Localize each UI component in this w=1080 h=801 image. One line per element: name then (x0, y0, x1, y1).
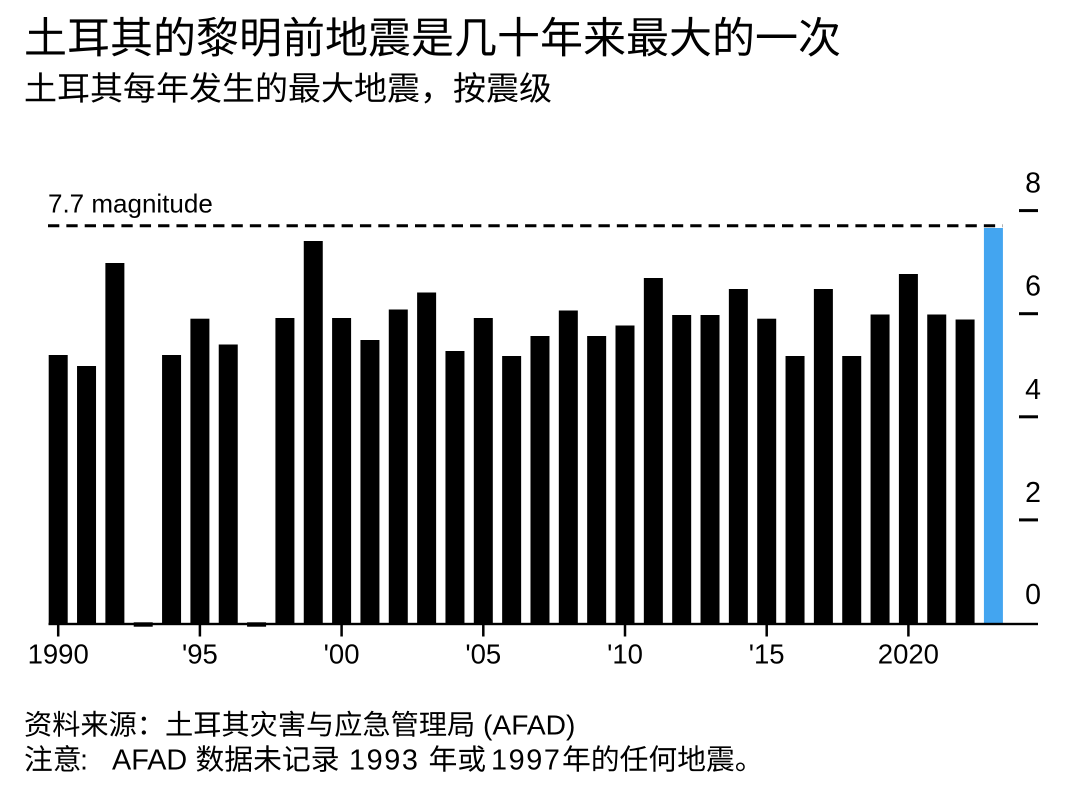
svg-text:6: 6 (1025, 271, 1041, 303)
svg-text:1990: 1990 (28, 639, 89, 670)
svg-text:2: 2 (1025, 477, 1041, 509)
svg-text:7.7 magnitude: 7.7 magnitude (48, 189, 213, 219)
svg-text:0: 0 (1025, 579, 1041, 611)
svg-text:2020: 2020 (878, 639, 939, 670)
svg-text:1993: 1993 (349, 745, 419, 777)
svg-text:'95: '95 (182, 639, 218, 670)
svg-text:'00: '00 (324, 639, 360, 670)
svg-text:AFAD: AFAD (112, 745, 187, 777)
svg-text:(AFAD): (AFAD) (475, 709, 575, 741)
svg-text:'15: '15 (749, 639, 785, 670)
svg-text:4: 4 (1025, 374, 1041, 406)
svg-text:'10: '10 (607, 639, 643, 670)
svg-text:'05: '05 (465, 639, 501, 670)
svg-text:8: 8 (1025, 168, 1041, 200)
svg-text:1997: 1997 (491, 745, 561, 777)
svg-text::: : (80, 745, 88, 777)
